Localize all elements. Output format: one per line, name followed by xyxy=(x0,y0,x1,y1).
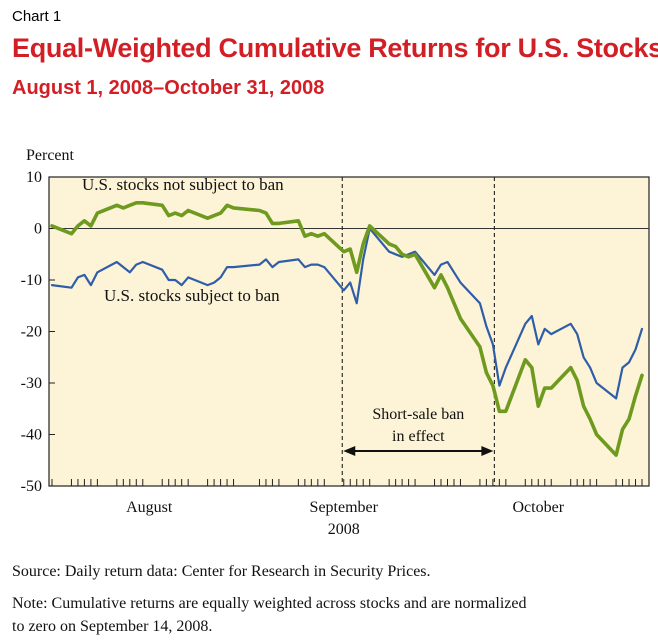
x-tick-label: 2008 xyxy=(328,521,360,538)
ban-label-line-1: Short-sale ban xyxy=(372,406,464,423)
y-tick-label: -50 xyxy=(21,478,42,495)
series-label-subject: U.S. stocks subject to ban xyxy=(104,286,280,305)
plot-frame xyxy=(48,176,650,487)
chart-title: Equal-Weighted Cumulative Returns for U.… xyxy=(12,33,658,63)
y-tick-label: -10 xyxy=(21,272,42,289)
chart-number: Chart 1 xyxy=(12,8,62,25)
ban-label-line-2: in effect xyxy=(392,428,445,445)
chart-subtitle: August 1, 2008–October 31, 2008 xyxy=(12,77,325,99)
label-layer: U.S. stocks not subject to ban U.S. stock… xyxy=(82,175,284,305)
series-layer xyxy=(50,201,644,457)
y-tick-label: -40 xyxy=(21,427,42,444)
x-tick-label: August xyxy=(126,499,173,516)
y-axis-label: Percent xyxy=(26,147,75,164)
series-line-not-subject-to-ban xyxy=(50,201,644,457)
x-tick-label: October xyxy=(512,499,564,516)
note-line-1: Note: Cumulative returns are equally wei… xyxy=(12,595,527,612)
source-note: Source: Daily return data: Center for Re… xyxy=(12,563,431,580)
axes-layer: 10 0 -10 -20 -30 -40 -50 Percent August September… xyxy=(21,147,650,538)
annotation-layer: Short-sale ban in effect xyxy=(341,177,495,486)
ban-arrow-right-head xyxy=(481,446,494,456)
y-tick-label: 10 xyxy=(26,169,42,186)
y-tick-label: 0 xyxy=(34,221,42,238)
series-line-subject-to-ban xyxy=(50,227,644,400)
ban-arrow-left-head xyxy=(343,446,356,456)
x-tick-label: September xyxy=(310,499,379,516)
y-tick-label: -20 xyxy=(21,324,42,341)
y-tick-label: -30 xyxy=(21,375,42,392)
series-label-not-subject: U.S. stocks not subject to ban xyxy=(82,175,284,194)
note-line-2: to zero on September 14, 2008. xyxy=(12,618,213,635)
